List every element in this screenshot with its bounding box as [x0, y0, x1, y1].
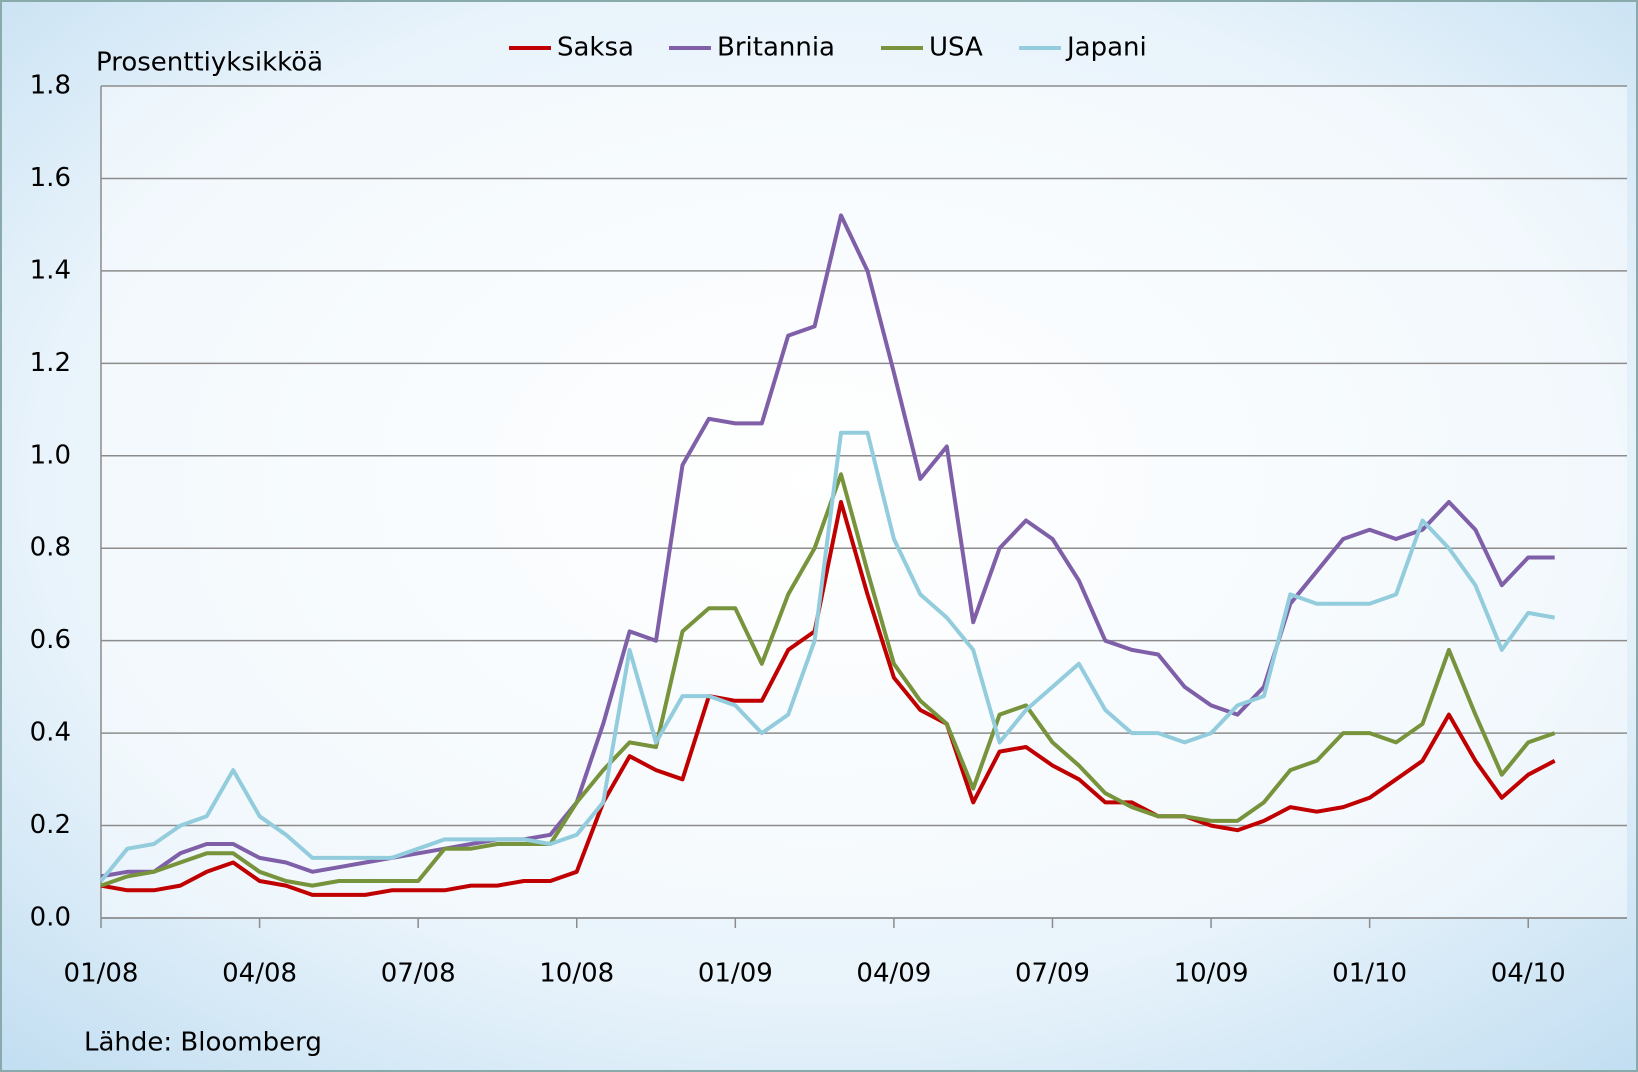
y-axis-label: Prosenttiyksikköä	[96, 48, 323, 78]
x-tick-label: 04/08	[222, 959, 297, 989]
x-tick-label: 01/10	[1332, 959, 1407, 989]
y-tick-label: 0.0	[30, 903, 71, 933]
y-tick-label: 1.8	[30, 71, 71, 101]
plot-area	[101, 86, 1627, 918]
x-tick-label: 04/09	[856, 959, 931, 989]
series-line	[100, 472, 1556, 888]
lines	[99, 213, 1556, 897]
y-tick-label: 0.2	[30, 810, 71, 840]
x-tick-label: 10/08	[539, 959, 614, 989]
series-line	[100, 500, 1556, 897]
y-tick-label: 0.8	[30, 533, 71, 563]
x-tick-label: 01/09	[698, 959, 773, 989]
y-tick-label: 1.4	[30, 255, 71, 285]
legend-label: USA	[929, 33, 983, 63]
axes: 0.0 0.2 0.4 0.6 0.8 1.0 1.2 1.4 1.6 1.8 01/08 04/08…	[30, 71, 1627, 989]
y-tick-label: 0.4	[30, 718, 71, 748]
x-tick-label: 07/09	[1015, 959, 1090, 989]
series-line	[100, 213, 1555, 879]
x-tick-label: 04/10	[1491, 959, 1566, 989]
legend-label: Britannia	[717, 33, 835, 63]
legend-label: Saksa	[557, 33, 634, 63]
y-tick-label: 1.0	[30, 440, 71, 470]
y-tick-label: 1.2	[30, 348, 71, 378]
y-tick-label: 1.6	[30, 163, 71, 193]
x-tick-label: 07/08	[381, 959, 456, 989]
legend-label: Japani	[1065, 33, 1147, 63]
y-tick-label: 0.6	[30, 625, 71, 655]
series-line	[99, 430, 1556, 883]
source: Lähde: Bloomberg	[84, 1028, 322, 1058]
legend: Saksa Britannia USA Japani	[509, 33, 1147, 63]
x-tick-label: 01/08	[64, 959, 139, 989]
x-tick-label: 10/09	[1174, 959, 1249, 989]
